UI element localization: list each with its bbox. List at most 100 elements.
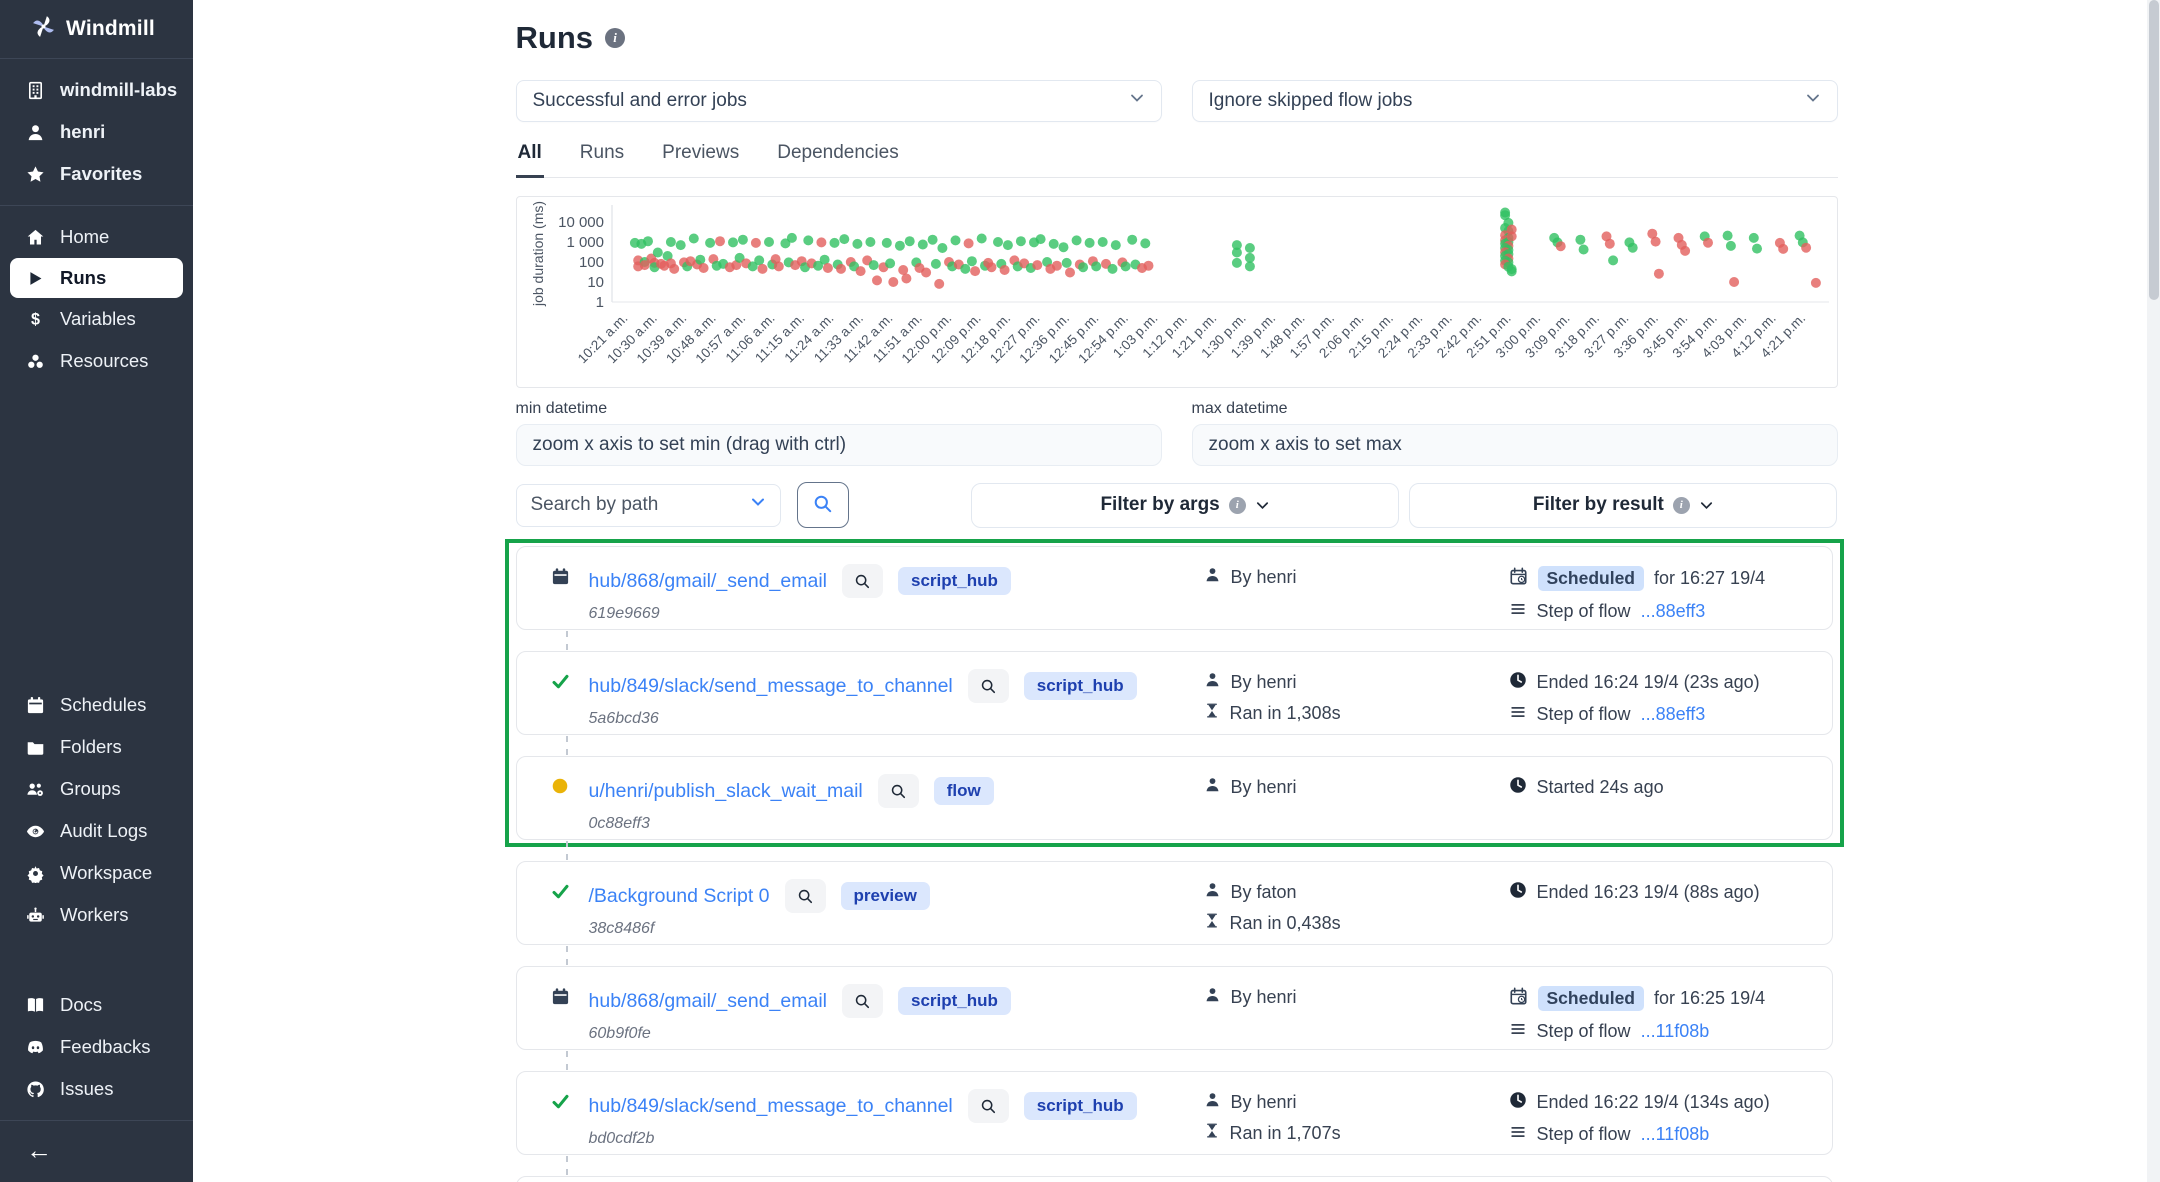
tab-runs[interactable]: Runs <box>579 142 625 163</box>
run-duration: Ran in 1,707s <box>1204 1122 1509 1144</box>
run-timing: Scheduled for 16:27 19/4 <box>1509 566 1810 591</box>
flow-link[interactable]: ...11f08b <box>1640 1124 1710 1144</box>
inspect-run-button[interactable] <box>967 669 1009 703</box>
inspect-run-button[interactable] <box>784 879 826 913</box>
sidebar-item-variables[interactable]: $ Variables <box>0 298 193 340</box>
search-button[interactable] <box>797 482 849 528</box>
tab-all[interactable]: All <box>515 142 544 178</box>
job-kind-select[interactable]: Successful and error jobs <box>515 80 1162 122</box>
run-kind-badge: script_hub <box>1023 672 1137 700</box>
run-row[interactable]: hub/849/slack/send_message_to_channel scr… <box>515 651 1833 735</box>
row-connector <box>516 840 1833 861</box>
person-icon <box>1204 881 1221 903</box>
chevron-down-icon <box>1256 501 1268 509</box>
app-logo-text: Windmill <box>66 17 155 40</box>
sidebar-item-groups[interactable]: Groups <box>0 768 193 810</box>
workspace-group: windmill-labs henri Favorites <box>0 59 193 206</box>
run-row[interactable]: u/henri/publish_slack_wait_mailflowprevi… <box>515 1176 1833 1182</box>
run-kind-badge: script_hub <box>898 567 1011 595</box>
run-path-link[interactable]: hub/849/slack/send_message_to_channel <box>588 674 953 697</box>
run-author-col: By faton Ran in 0,438s <box>1204 879 1509 944</box>
run-flow-step: Step of flow ...11f08b <box>1509 1020 1810 1043</box>
sidebar-item-issues[interactable]: Issues <box>0 1068 193 1110</box>
scrollbar-thumb[interactable] <box>2148 0 2159 300</box>
flow-link[interactable]: ...88eff3 <box>1640 601 1706 621</box>
run-path-link[interactable]: hub/849/slack/send_message_to_channel <box>588 1094 953 1117</box>
tab-dependencies[interactable]: Dependencies <box>777 142 899 163</box>
app-logo[interactable]: Windmill <box>0 0 193 59</box>
admin-menu: Schedules Folders Groups Audit Logs Work… <box>0 674 193 946</box>
dollar-icon: $ <box>24 310 46 329</box>
run-row[interactable]: u/henri/publish_slack_wait_mail flow 0c88e… <box>515 756 1833 840</box>
sidebar-item-label: Folders <box>60 736 122 757</box>
job-duration-chart[interactable]: job duration (ms) 10 000 1 000 100 10 1 10:21 … <box>515 196 1838 388</box>
search-by-path-select[interactable]: Search by path <box>515 483 782 527</box>
max-datetime-input[interactable] <box>1191 424 1838 466</box>
scheduled-badge: Scheduled <box>1537 986 1644 1011</box>
flow-filter-select[interactable]: Ignore skipped flow jobs <box>1191 80 1838 122</box>
steps-icon <box>1509 1123 1527 1146</box>
star-icon <box>24 165 46 184</box>
run-timing: Ended 16:22 19/4 (134s ago) <box>1509 1091 1810 1114</box>
run-author: By henri <box>1204 566 1509 588</box>
sidebar-item-runs[interactable]: Runs <box>10 258 183 298</box>
runs-info-icon[interactable]: i <box>605 28 625 48</box>
flow-link[interactable]: ...11f08b <box>1640 1021 1710 1041</box>
run-path-link[interactable]: /Background Script 0 <box>588 884 770 907</box>
inspect-run-button[interactable] <box>967 1089 1009 1123</box>
run-timing-col: Scheduled for 16:25 19/4 Step of flow ...1… <box>1509 984 1810 1049</box>
run-author: By henri <box>1204 671 1509 693</box>
scheduled-calendar-icon <box>551 988 570 1010</box>
run-row[interactable]: hub/868/gmail/_send_email script_hub 60b9f… <box>515 966 1833 1050</box>
person-icon <box>1204 671 1221 693</box>
page-scrollbar[interactable] <box>2147 0 2160 1182</box>
sidebar-item-folders[interactable]: Folders <box>0 726 193 768</box>
sidebar-item-audit-logs[interactable]: Audit Logs <box>0 810 193 852</box>
person-icon <box>1204 776 1221 798</box>
filter-by-result-label: Filter by result <box>1532 494 1664 515</box>
info-icon: i <box>1672 496 1690 514</box>
sidebar-item-resources[interactable]: Resources <box>0 340 193 382</box>
run-author: By faton <box>1204 881 1509 903</box>
collapse-sidebar-button[interactable]: ← <box>26 1135 52 1165</box>
run-status <box>551 669 589 734</box>
run-job-id: 0c88eff3 <box>588 815 650 832</box>
filter-by-args-label: Filter by args <box>1100 494 1220 515</box>
sidebar-item-workspace-switcher[interactable]: windmill-labs <box>0 69 193 111</box>
run-timing-col: Started 24s ago <box>1509 774 1810 839</box>
run-path-link[interactable]: hub/868/gmail/_send_email <box>588 569 828 592</box>
search-by-path-placeholder: Search by path <box>530 494 659 515</box>
filter-by-args-button[interactable]: Filter by args i <box>970 482 1400 528</box>
run-path-link[interactable]: hub/868/gmail/_send_email <box>588 989 828 1012</box>
sidebar-item-feedbacks[interactable]: Feedbacks <box>0 1026 193 1068</box>
run-row[interactable]: hub/849/slack/send_message_to_channel scr… <box>515 1071 1833 1155</box>
info-icon: i <box>1228 496 1246 514</box>
run-timing: Started 24s ago <box>1509 776 1810 799</box>
filter-by-result-button[interactable]: Filter by result i <box>1409 482 1838 528</box>
min-datetime-input[interactable] <box>515 424 1162 466</box>
sidebar-item-favorites[interactable]: Favorites <box>0 153 193 195</box>
run-row[interactable]: /Background Script 0 preview 38c8486f By fa… <box>515 861 1833 945</box>
row-connector <box>516 630 1833 651</box>
sidebar-item-home[interactable]: Home <box>0 216 193 258</box>
inspect-run-button[interactable] <box>877 774 919 808</box>
sidebar-item-workers[interactable]: Workers <box>0 894 193 936</box>
run-kind-badge: script_hub <box>898 987 1011 1015</box>
flow-link[interactable]: ...88eff3 <box>1640 704 1706 724</box>
sidebar-item-label: Issues <box>60 1078 114 1099</box>
sidebar-item-user[interactable]: henri <box>0 111 193 153</box>
clock-icon <box>1509 881 1527 904</box>
sidebar-item-schedules[interactable]: Schedules <box>0 684 193 726</box>
scheduled-badge: Scheduled <box>1537 566 1644 591</box>
page-title: Runs <box>515 20 594 55</box>
sidebar-item-workspace-settings[interactable]: Workspace <box>0 852 193 894</box>
discord-icon <box>24 1038 46 1057</box>
tab-previews[interactable]: Previews <box>662 142 740 163</box>
sidebar-item-docs[interactable]: Docs <box>0 984 193 1026</box>
job-kind-selected: Successful and error jobs <box>532 90 747 111</box>
flow-filter-selected: Ignore skipped flow jobs <box>1208 90 1413 111</box>
run-row[interactable]: hub/868/gmail/_send_email script_hub 619e9… <box>515 546 1833 630</box>
inspect-run-button[interactable] <box>842 984 883 1018</box>
run-path-link[interactable]: u/henri/publish_slack_wait_mail <box>588 779 863 802</box>
inspect-run-button[interactable] <box>842 564 883 598</box>
